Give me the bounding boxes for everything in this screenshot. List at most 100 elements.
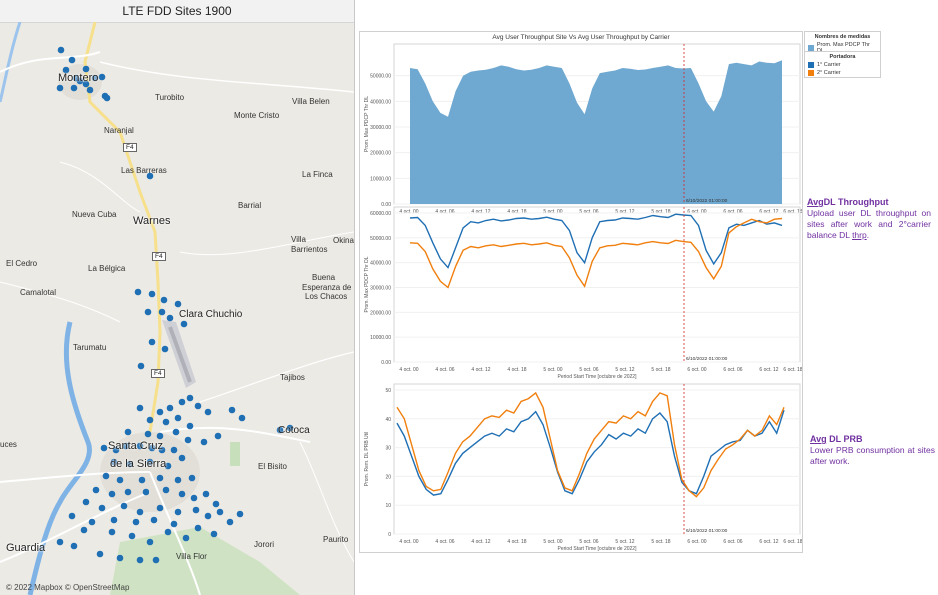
site-marker[interactable] xyxy=(204,512,212,520)
site-marker[interactable] xyxy=(112,446,120,454)
line-series-1[interactable] xyxy=(396,409,785,496)
site-marker[interactable] xyxy=(202,490,210,498)
site-marker[interactable] xyxy=(128,532,136,540)
map-canvas[interactable] xyxy=(0,22,354,595)
line-series-1[interactable] xyxy=(409,213,783,269)
site-marker[interactable] xyxy=(96,550,104,558)
site-marker[interactable] xyxy=(110,516,118,524)
site-marker[interactable] xyxy=(200,438,208,446)
site-marker[interactable] xyxy=(170,520,178,528)
site-marker[interactable] xyxy=(166,314,174,322)
site-marker[interactable] xyxy=(68,56,76,64)
site-marker[interactable] xyxy=(57,46,65,54)
site-marker[interactable] xyxy=(160,296,168,304)
site-marker[interactable] xyxy=(214,432,222,440)
site-marker[interactable] xyxy=(132,518,140,526)
map-panel[interactable]: LTE FDD Sites 1900 Montero Turobito Villa … xyxy=(0,0,355,595)
site-marker[interactable] xyxy=(152,556,160,564)
site-marker[interactable] xyxy=(56,538,64,546)
site-marker[interactable] xyxy=(108,528,116,536)
site-marker[interactable] xyxy=(148,338,156,346)
site-marker[interactable] xyxy=(82,80,90,88)
site-marker[interactable] xyxy=(178,490,186,498)
site-marker[interactable] xyxy=(184,436,192,444)
site-marker[interactable] xyxy=(91,74,99,82)
site-marker[interactable] xyxy=(82,65,90,73)
site-marker[interactable] xyxy=(98,73,106,81)
site-marker[interactable] xyxy=(174,300,182,308)
site-marker[interactable] xyxy=(164,528,172,536)
site-marker[interactable] xyxy=(137,362,145,370)
site-marker[interactable] xyxy=(164,462,172,470)
site-marker[interactable] xyxy=(138,476,146,484)
site-marker[interactable] xyxy=(190,494,198,502)
site-marker[interactable] xyxy=(186,394,194,402)
site-marker[interactable] xyxy=(134,288,142,296)
site-marker[interactable] xyxy=(188,474,196,482)
legend-item[interactable]: 1° Carrier xyxy=(805,61,880,69)
legend-item[interactable]: 2° Carrier xyxy=(805,69,880,77)
site-marker[interactable] xyxy=(116,554,124,562)
site-marker[interactable] xyxy=(212,500,220,508)
site-marker[interactable] xyxy=(180,320,188,328)
site-marker[interactable] xyxy=(186,422,194,430)
site-marker[interactable] xyxy=(146,458,154,466)
site-marker[interactable] xyxy=(136,404,144,412)
site-marker[interactable] xyxy=(150,516,158,524)
site-marker[interactable] xyxy=(122,442,130,450)
site-marker[interactable] xyxy=(120,502,128,510)
site-marker[interactable] xyxy=(228,406,236,414)
site-marker[interactable] xyxy=(216,508,224,516)
site-marker[interactable] xyxy=(174,476,182,484)
site-marker[interactable] xyxy=(162,418,170,426)
site-marker[interactable] xyxy=(226,518,234,526)
site-marker[interactable] xyxy=(144,308,152,316)
site-marker[interactable] xyxy=(156,408,164,416)
site-marker[interactable] xyxy=(158,446,166,454)
site-marker[interactable] xyxy=(56,84,64,92)
site-marker[interactable] xyxy=(156,474,164,482)
site-marker[interactable] xyxy=(161,345,169,353)
site-marker[interactable] xyxy=(136,508,144,516)
site-marker[interactable] xyxy=(204,408,212,416)
chart-svg[interactable]: 0.0010000.0020000.0030000.0040000.005000… xyxy=(360,32,802,552)
chart-area[interactable]: Avg User Throughput Site Vs Avg User Thr… xyxy=(359,31,803,553)
site-marker[interactable] xyxy=(142,488,150,496)
site-marker[interactable] xyxy=(124,428,132,436)
site-marker[interactable] xyxy=(178,454,186,462)
site-marker[interactable] xyxy=(148,290,156,298)
site-marker[interactable] xyxy=(70,84,78,92)
site-marker[interactable] xyxy=(88,518,96,526)
site-marker[interactable] xyxy=(100,444,108,452)
site-marker[interactable] xyxy=(146,538,154,546)
site-marker[interactable] xyxy=(146,172,154,180)
site-marker[interactable] xyxy=(276,426,284,434)
site-marker[interactable] xyxy=(162,486,170,494)
site-marker[interactable] xyxy=(156,504,164,512)
site-marker[interactable] xyxy=(103,94,111,102)
site-marker[interactable] xyxy=(178,398,186,406)
site-marker[interactable] xyxy=(166,404,174,412)
site-marker[interactable] xyxy=(136,556,144,564)
site-marker[interactable] xyxy=(148,444,156,452)
site-marker[interactable] xyxy=(236,510,244,518)
site-marker[interactable] xyxy=(144,430,152,438)
site-marker[interactable] xyxy=(174,414,182,422)
site-marker[interactable] xyxy=(116,476,124,484)
site-marker[interactable] xyxy=(62,66,70,74)
site-marker[interactable] xyxy=(68,512,76,520)
site-marker[interactable] xyxy=(108,490,116,498)
site-marker[interactable] xyxy=(86,86,94,94)
line-series-2[interactable] xyxy=(396,391,785,498)
site-marker[interactable] xyxy=(92,486,100,494)
area-series[interactable] xyxy=(410,60,782,204)
site-marker[interactable] xyxy=(110,458,118,466)
site-marker[interactable] xyxy=(194,524,202,532)
site-marker[interactable] xyxy=(98,504,106,512)
site-marker[interactable] xyxy=(286,424,294,432)
site-marker[interactable] xyxy=(80,526,88,534)
site-marker[interactable] xyxy=(182,534,190,542)
site-marker[interactable] xyxy=(102,472,110,480)
site-marker[interactable] xyxy=(238,414,246,422)
site-marker[interactable] xyxy=(82,498,90,506)
